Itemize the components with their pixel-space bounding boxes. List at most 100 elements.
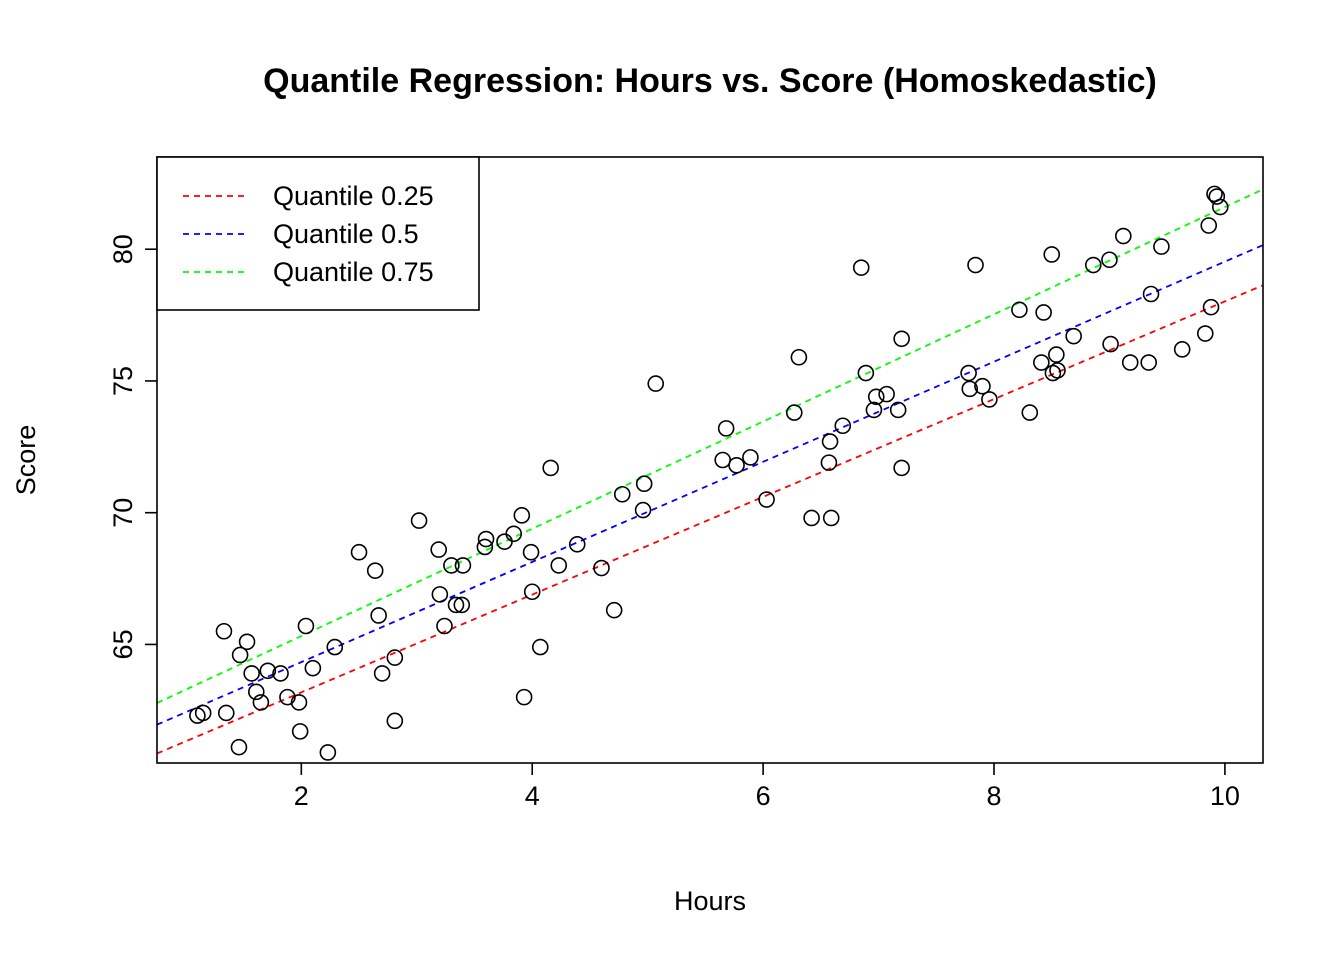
data-point [231, 646, 249, 664]
data-point [515, 688, 533, 706]
data-point [386, 712, 404, 730]
data-point [350, 543, 368, 561]
data-point [531, 638, 549, 656]
data-point [454, 557, 472, 574]
data-point [865, 401, 883, 419]
data-point [1153, 238, 1170, 255]
data-point [821, 433, 839, 450]
data-point [215, 622, 233, 640]
data-point [443, 557, 460, 574]
data-point [852, 259, 870, 276]
data-point [1101, 251, 1118, 269]
data-point [728, 456, 745, 474]
data-point [505, 525, 523, 543]
x-tick-label: 4 [525, 781, 540, 811]
legend-label: Quantile 0.75 [273, 257, 434, 287]
data-point [476, 538, 494, 556]
data-point [243, 665, 260, 682]
data-point [1035, 304, 1052, 321]
x-axis-label: Hours [674, 886, 746, 916]
data-point [386, 649, 404, 666]
data-point [1043, 246, 1061, 263]
data-point [477, 530, 495, 548]
legend-label: Quantile 0.5 [273, 219, 419, 249]
data-point [370, 607, 387, 624]
data-point [252, 694, 270, 711]
data-point [430, 541, 447, 558]
data-point [1065, 327, 1082, 345]
data-point [981, 391, 998, 408]
data-point [272, 665, 289, 682]
data-point [1011, 301, 1028, 319]
data-point [1196, 325, 1214, 342]
data-points [189, 185, 1229, 761]
data-point [867, 388, 885, 406]
data-point [758, 491, 775, 508]
data-point [1211, 198, 1229, 216]
data-point [238, 633, 256, 651]
data-point [568, 536, 586, 553]
data-point [605, 601, 623, 619]
data-point [635, 475, 653, 493]
data-point [304, 659, 322, 677]
data-point [513, 507, 531, 524]
x-tick-label: 8 [986, 781, 1001, 811]
data-point [1200, 217, 1218, 234]
data-point [1102, 335, 1119, 353]
y-axis-label: Score [11, 425, 41, 496]
data-point [1142, 285, 1160, 303]
data-point [279, 688, 296, 706]
data-point [447, 596, 465, 614]
data-point [790, 348, 808, 366]
x-tick-label: 2 [294, 781, 309, 811]
data-point [593, 559, 610, 577]
data-point [613, 485, 631, 503]
data-point [326, 638, 344, 656]
data-point [194, 704, 212, 722]
data-point [889, 401, 907, 419]
series-line [157, 284, 1263, 755]
data-point [1173, 341, 1191, 358]
data-point [1115, 227, 1132, 245]
data-point [373, 665, 391, 682]
data-point [217, 704, 235, 722]
data-point [647, 375, 665, 392]
data-point [1021, 404, 1039, 421]
data-point [742, 449, 759, 466]
data-point [857, 364, 875, 382]
data-point [1049, 362, 1066, 379]
data-point [803, 509, 820, 527]
legend-label: Quantile 0.25 [273, 181, 434, 211]
data-point [259, 662, 277, 680]
data-point [785, 404, 803, 421]
data-point [542, 459, 559, 477]
axes: 2 4 6 8 10 65 70 75 80 [108, 234, 1240, 811]
data-point [960, 364, 977, 382]
data-point [1084, 256, 1102, 274]
legend: Quantile 0.25 Quantile 0.5 Quantile 0.75 [156, 156, 480, 311]
data-point [1121, 354, 1139, 371]
data-point [291, 723, 309, 740]
data-point [436, 617, 453, 635]
data-point [961, 380, 979, 398]
y-tick-label: 80 [108, 234, 138, 264]
plot-frame [156, 156, 1264, 764]
data-point [1202, 298, 1220, 316]
y-tick-label: 65 [108, 629, 138, 659]
data-point [967, 256, 984, 274]
data-point [522, 543, 540, 561]
data-point [319, 744, 337, 761]
series-line [157, 188, 1263, 704]
data-point [247, 683, 265, 701]
data-point [1048, 346, 1065, 363]
data-point [1140, 354, 1158, 371]
data-point [893, 330, 910, 348]
data-point [822, 509, 840, 527]
data-point [410, 512, 428, 529]
data-point [974, 377, 991, 395]
data-point [453, 596, 471, 614]
data-point [550, 557, 568, 574]
series-line [157, 244, 1263, 726]
x-tick-label: 6 [756, 781, 771, 811]
